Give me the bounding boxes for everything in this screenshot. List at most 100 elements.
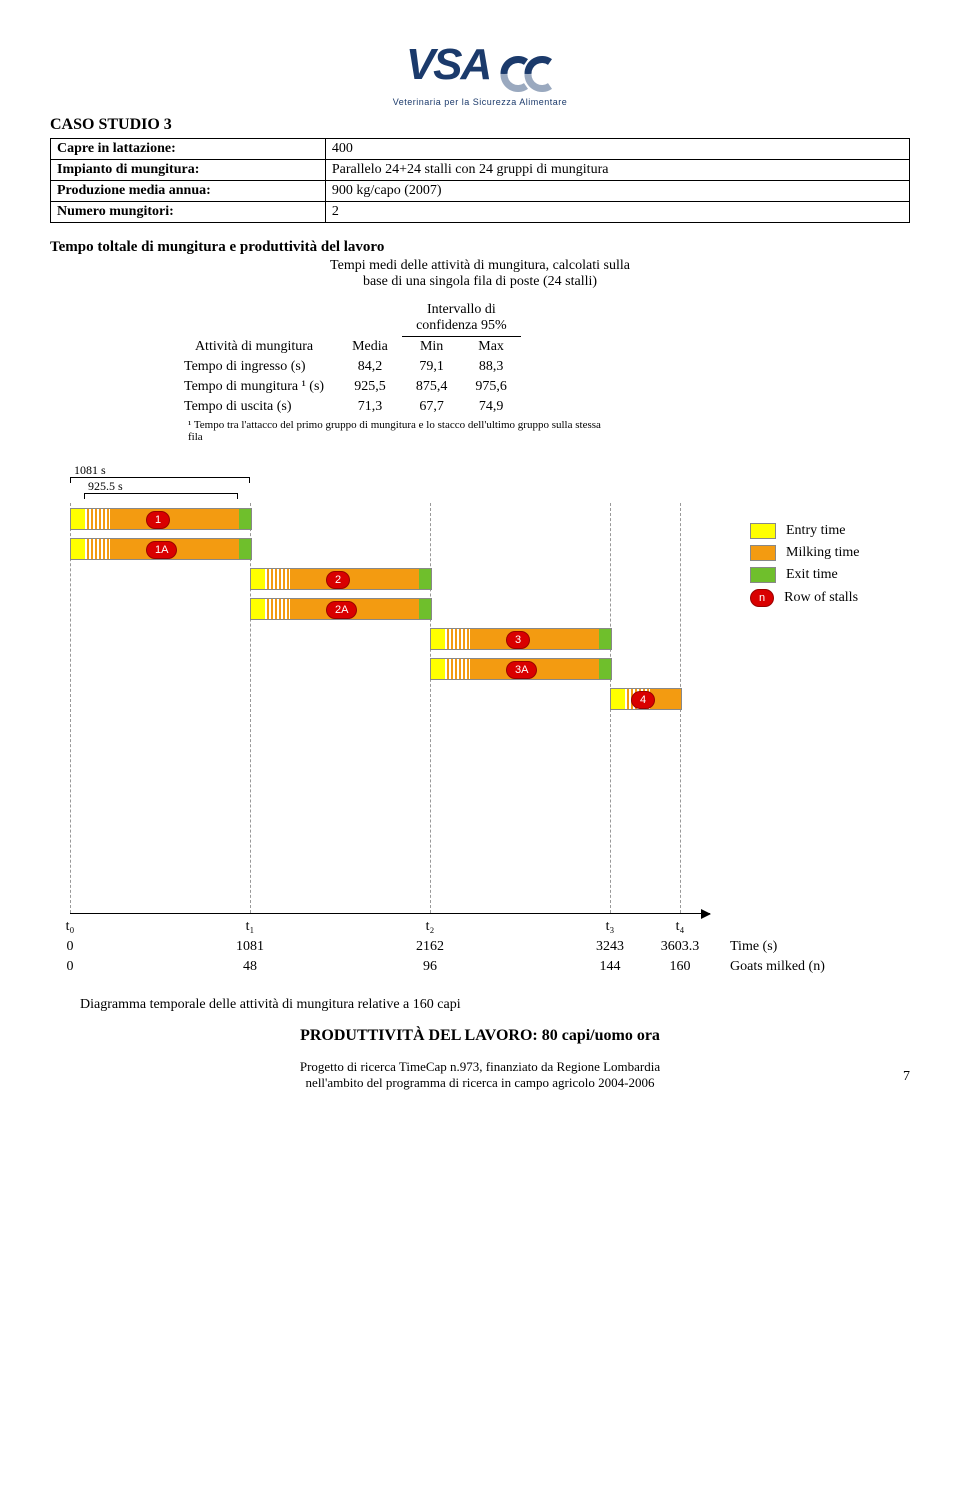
- table-row: Tempo di mungitura ¹ (s) 925,5 875,4 975…: [170, 377, 521, 397]
- legend: Entry time Milking time Exit time n Row …: [750, 523, 860, 613]
- table-row: Capre in lattazione:400: [51, 138, 910, 159]
- footer-line2: nell'ambito del programma di ricerca in …: [50, 1075, 910, 1091]
- legend-swatch: [750, 523, 776, 539]
- axis-goats-label: Goats milked (n): [730, 959, 825, 975]
- page-number: 7: [903, 1069, 910, 1085]
- act-row-header: Attività di mungitura: [170, 300, 338, 357]
- legend-swatch: [750, 545, 776, 561]
- tick-time: 0: [67, 939, 74, 955]
- axis-line: [70, 913, 710, 914]
- act-label: Tempo di mungitura ¹ (s): [170, 377, 338, 397]
- seg-entry: [611, 689, 625, 709]
- tick-symbol: t₀: [66, 919, 75, 935]
- seg-exit: [599, 629, 611, 649]
- activity-table: Attività di mungitura Intervallo diconfi…: [170, 300, 521, 417]
- col-max: Max: [461, 336, 521, 357]
- seg-exit: [419, 599, 431, 619]
- seg-exit: [419, 569, 431, 589]
- col-min: Min: [402, 336, 462, 357]
- row-pill: 4: [631, 691, 655, 709]
- tick-time: 3243: [596, 939, 624, 955]
- legend-pill: n: [750, 589, 774, 607]
- seg-entry: [431, 659, 445, 679]
- act-min: 79,1: [402, 357, 462, 377]
- row-pill: 3: [506, 631, 530, 649]
- seg-milk: [290, 569, 419, 589]
- table-row: Numero mungitori:2: [51, 201, 910, 222]
- table-row: Produzione media annua:900 kg/capo (2007…: [51, 180, 910, 201]
- seg-entry: [71, 539, 85, 559]
- tick-symbol: t₄: [676, 919, 685, 935]
- tick-goats: 144: [600, 959, 621, 975]
- tick-time: 3603.3: [661, 939, 700, 955]
- tick-goats: 96: [423, 959, 437, 975]
- col-media: Media: [338, 336, 402, 357]
- legend-item: Exit time: [750, 567, 860, 583]
- info-value: Parallelo 24+24 stalli con 24 gruppi di …: [325, 159, 909, 180]
- info-value: 900 kg/capo (2007): [325, 180, 909, 201]
- seg-hatch: [85, 509, 110, 529]
- seg-hatch: [85, 539, 110, 559]
- seg-milk: [110, 509, 239, 529]
- act-max: 88,3: [461, 357, 521, 377]
- seg-hatch: [445, 629, 470, 649]
- act-media: 925,5: [338, 377, 402, 397]
- tick-goats: 160: [670, 959, 691, 975]
- logo-block: VSA Veterinaria per la Sicurezza Aliment…: [50, 40, 910, 110]
- legend-item: Milking time: [750, 545, 860, 561]
- act-media: 71,3: [338, 397, 402, 417]
- seg-entry: [431, 629, 445, 649]
- guide-line: [430, 503, 431, 913]
- subsubtitle: Tempi medi delle attività di mungitura, …: [50, 258, 910, 290]
- legend-label: Exit time: [786, 567, 838, 583]
- row-pill: 2: [326, 571, 350, 589]
- logo-icon: [498, 54, 554, 94]
- bracket-label: 925.5 s: [88, 479, 123, 494]
- act-label: Tempo di uscita (s): [170, 397, 338, 417]
- seg-exit: [239, 509, 251, 529]
- legend-label: Entry time: [786, 523, 846, 539]
- tick-goats: 48: [243, 959, 257, 975]
- row-pill: 3A: [506, 661, 537, 679]
- guide-line: [250, 503, 251, 913]
- activity-table-wrap: Attività di mungitura Intervallo diconfi…: [170, 300, 910, 443]
- footer-line1: Progetto di ricerca TimeCap n.973, finan…: [50, 1059, 910, 1075]
- logo: VSA Veterinaria per la Sicurezza Aliment…: [393, 40, 568, 107]
- axis-time-label: Time (s): [730, 939, 777, 955]
- logo-subtitle: Veterinaria per la Sicurezza Alimentare: [393, 97, 568, 107]
- act-max: 74,9: [461, 397, 521, 417]
- act-col-header: Intervallo diconfidenza 95%: [402, 300, 521, 337]
- row-pill: 1: [146, 511, 170, 529]
- legend-item: n Row of stalls: [750, 589, 860, 607]
- bracket-line: [84, 493, 238, 499]
- seg-hatch: [265, 599, 290, 619]
- row-pill: 1A: [146, 541, 177, 559]
- seg-hatch: [445, 659, 470, 679]
- info-label: Capre in lattazione:: [51, 138, 326, 159]
- gantt-chart: 1081 s925.5 s 1 1A 2 2A 3 3A 4 Entry time Milki…: [50, 463, 910, 983]
- productivity-title: PRODUTTIVITÀ DEL LAVORO: 80 capi/uomo or…: [50, 1027, 910, 1045]
- seg-entry: [71, 509, 85, 529]
- seg-entry: [251, 599, 265, 619]
- seg-entry: [251, 569, 265, 589]
- tick-symbol: t₂: [426, 919, 435, 935]
- legend-label: Milking time: [786, 545, 860, 561]
- section-title: CASO STUDIO 3: [50, 116, 910, 134]
- act-label: Tempo di ingresso (s): [170, 357, 338, 377]
- bracket-label: 1081 s: [74, 463, 106, 478]
- chart-caption: Diagramma temporale delle attività di mu…: [80, 997, 910, 1013]
- info-value: 400: [325, 138, 909, 159]
- logo-text: VSA: [406, 40, 490, 89]
- legend-label: Row of stalls: [784, 590, 858, 606]
- table-row: Tempo di uscita (s) 71,3 67,7 74,9: [170, 397, 521, 417]
- tick-time: 2162: [416, 939, 444, 955]
- guide-line: [70, 503, 71, 913]
- legend-item: Entry time: [750, 523, 860, 539]
- info-label: Produzione media annua:: [51, 180, 326, 201]
- tick-goats: 0: [67, 959, 74, 975]
- table-row: Tempo di ingresso (s) 84,2 79,1 88,3: [170, 357, 521, 377]
- info-value: 2: [325, 201, 909, 222]
- page-footer: Progetto di ricerca TimeCap n.973, finan…: [50, 1059, 910, 1091]
- activity-footnote: ¹ Tempo tra l'attacco del primo gruppo d…: [188, 419, 608, 443]
- row-pill: 2A: [326, 601, 357, 619]
